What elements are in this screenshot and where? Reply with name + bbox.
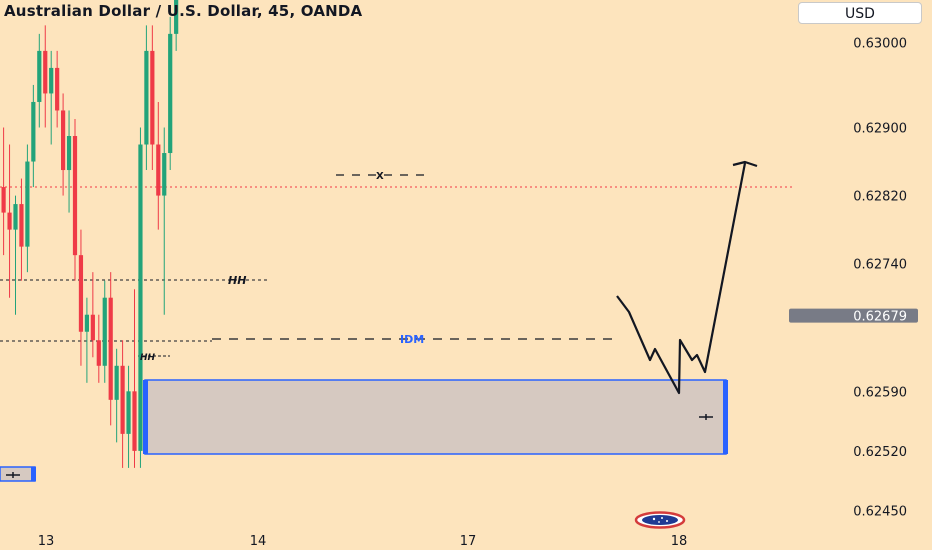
candle[interactable] bbox=[1, 127, 6, 256]
candle-body bbox=[31, 101, 36, 162]
candle[interactable] bbox=[126, 365, 131, 468]
candle-body bbox=[162, 153, 167, 196]
candle-body bbox=[120, 365, 125, 434]
candle-body bbox=[132, 391, 137, 451]
x-label: X bbox=[376, 171, 384, 182]
zone-right-edge bbox=[723, 380, 728, 454]
candle-body bbox=[102, 297, 107, 366]
old-zone[interactable] bbox=[0, 466, 36, 482]
y-tick-label: 0.62520 bbox=[853, 445, 907, 460]
australia-flag-icon[interactable] bbox=[634, 511, 686, 529]
candle[interactable] bbox=[132, 289, 137, 468]
candle-body bbox=[37, 50, 42, 102]
candle-body bbox=[138, 144, 143, 451]
candle-body bbox=[144, 50, 149, 145]
candle[interactable] bbox=[150, 25, 155, 171]
candle[interactable] bbox=[78, 229, 84, 366]
projection-arrowhead bbox=[732, 160, 758, 168]
x-tick-label: 17 bbox=[460, 534, 477, 549]
candle[interactable] bbox=[66, 110, 72, 213]
candle-body bbox=[96, 340, 101, 366]
candle-body bbox=[49, 67, 54, 94]
candle[interactable] bbox=[13, 195, 18, 315]
candle[interactable] bbox=[19, 178, 24, 281]
candle[interactable] bbox=[156, 101, 161, 230]
candle-body bbox=[61, 110, 66, 171]
y-tick-label: 0.62450 bbox=[853, 504, 907, 519]
candle-body bbox=[150, 50, 155, 145]
idm-label: IDM bbox=[400, 333, 424, 346]
y-tick-label: 0.62820 bbox=[853, 190, 907, 205]
candle[interactable] bbox=[25, 144, 30, 273]
x-tick-label: 13 bbox=[38, 534, 55, 549]
candle[interactable] bbox=[162, 127, 167, 315]
hh-label: HH bbox=[228, 274, 246, 287]
old-zone-edge bbox=[31, 467, 36, 481]
candle-body bbox=[72, 136, 78, 256]
candle[interactable] bbox=[108, 272, 113, 426]
candle-body bbox=[1, 187, 6, 213]
y-tick-label: 0.63000 bbox=[853, 36, 907, 51]
candle[interactable] bbox=[102, 280, 107, 383]
candle-body bbox=[156, 144, 161, 196]
candle[interactable] bbox=[84, 297, 89, 383]
hh-small-label: HH bbox=[140, 353, 156, 363]
candle[interactable] bbox=[72, 118, 78, 281]
currency-button[interactable]: USD bbox=[798, 2, 922, 24]
x-tick-label: 14 bbox=[250, 534, 267, 549]
candle[interactable] bbox=[61, 93, 66, 196]
x-tick-label: 18 bbox=[671, 534, 688, 549]
y-tick-label: 0.62900 bbox=[853, 121, 907, 136]
candle[interactable] bbox=[96, 314, 101, 383]
demand-zone[interactable] bbox=[144, 379, 727, 455]
candle-body bbox=[66, 136, 72, 171]
zone-price-badge[interactable] bbox=[789, 308, 918, 323]
y-tick-label: 0.62590 bbox=[853, 385, 907, 400]
candle[interactable] bbox=[43, 25, 48, 128]
candle-body bbox=[108, 297, 113, 400]
candle[interactable] bbox=[144, 25, 149, 171]
candle-body bbox=[43, 50, 48, 94]
candle-body bbox=[126, 391, 131, 434]
candle-body bbox=[84, 314, 89, 332]
candle[interactable] bbox=[114, 348, 119, 443]
candle-body bbox=[13, 204, 18, 230]
candle[interactable] bbox=[120, 340, 125, 468]
candle-body bbox=[168, 33, 173, 154]
candle[interactable] bbox=[49, 50, 54, 145]
candle-body bbox=[90, 314, 95, 341]
candle-body bbox=[19, 204, 24, 247]
y-tick-label: 0.62740 bbox=[853, 258, 907, 273]
candle[interactable] bbox=[37, 33, 42, 128]
candle[interactable] bbox=[138, 127, 143, 468]
candle-body bbox=[7, 212, 12, 230]
candle[interactable] bbox=[174, 0, 179, 51]
candle-body bbox=[174, 0, 179, 34]
candle-body bbox=[78, 255, 84, 332]
candle[interactable] bbox=[55, 50, 60, 128]
chart-title: Australian Dollar / U.S. Dollar, 45, OAN… bbox=[4, 2, 363, 20]
candle-body bbox=[25, 161, 30, 247]
candle[interactable] bbox=[7, 144, 12, 298]
zone-left-edge bbox=[143, 380, 148, 454]
zone-price-value: 0.62679 bbox=[853, 310, 907, 325]
projection-path[interactable] bbox=[616, 162, 747, 395]
candle-body bbox=[114, 365, 119, 400]
candle[interactable] bbox=[31, 84, 36, 188]
candle[interactable] bbox=[90, 272, 95, 358]
candle[interactable] bbox=[168, 16, 173, 171]
candle-body bbox=[55, 67, 60, 111]
